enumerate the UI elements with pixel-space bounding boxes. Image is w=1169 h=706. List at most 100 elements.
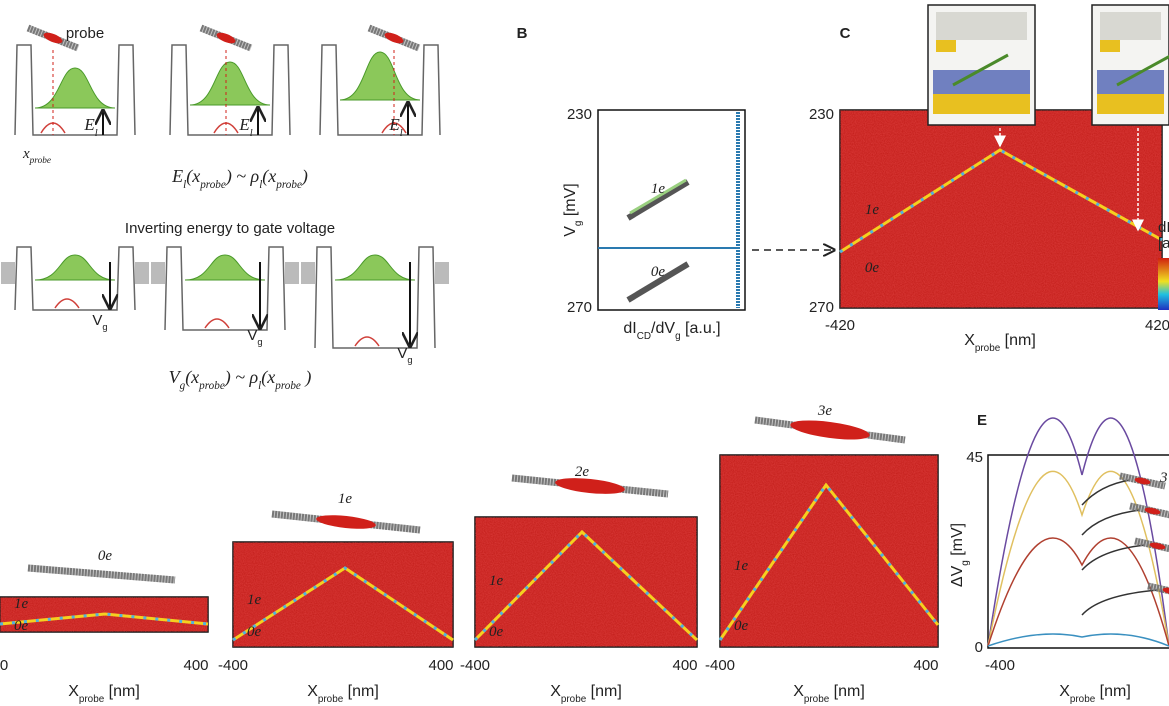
label-part: [nm] [104,683,140,700]
label-part: l [250,128,253,139]
label-part: (x [185,367,199,388]
label: 45 [966,449,983,466]
nanotube [1129,502,1169,519]
transition-line-dots [232,566,454,642]
label: 0e [14,618,29,634]
label: Vg [mV] [562,183,584,237]
label: Xprobe [nm] [68,683,140,705]
device-gold [936,40,956,52]
transition-line-dots [718,482,940,641]
colorbar [1158,258,1169,310]
label: dICD/dVg [a.u.] [623,320,720,342]
color-map-noise [720,455,938,647]
curve-pointer [1081,544,1146,571]
label-part: probe [199,179,226,191]
label: C [840,25,851,42]
label: 1e [865,202,880,218]
electron-density [316,515,376,529]
label: Inverting energy to gate voltage [125,220,335,237]
label-part: V [169,367,182,387]
label-part: [nm] [343,683,379,700]
label: 270 [809,299,834,316]
label-part: E [171,166,183,186]
wavefunction [339,51,421,101]
curve-pointer [1081,509,1141,536]
label: 0 [975,639,983,656]
label-part: CD [637,331,651,342]
device-tube [1116,54,1169,87]
label-part: E [83,115,95,134]
nanotube [1119,472,1166,490]
label-part: probe [318,694,344,705]
label-part: g [102,322,107,332]
label: 3e [817,403,833,419]
label: Vg [92,312,107,332]
label-part: g [675,331,681,342]
label: 0e [98,548,113,564]
color-map-noise [475,517,697,647]
label-part: l [259,179,262,191]
lead-fill [1,262,15,284]
label: 1e [489,573,504,589]
electron-density [555,478,625,494]
label-part: probe [1070,694,1096,705]
label: Vg [247,327,262,347]
device-gold [1097,94,1164,114]
label-part: probe [804,694,830,705]
label-part: probe [79,694,105,705]
label: 400 [183,657,208,674]
label-part: g [407,355,412,365]
wavefunction [184,254,266,281]
device-gold [1100,40,1120,52]
device-block [1100,12,1161,40]
label: ΔVg [mV] [949,523,971,587]
transition-line [0,612,209,626]
label: El(xprobe) ~ ρl(xprobe) [171,166,308,191]
label-part: l [95,128,98,139]
label-part: ) [301,367,312,388]
label-part: [nm] [1095,683,1131,700]
label: 1e [338,491,353,507]
electron-density [1134,477,1151,485]
label: B [517,25,528,42]
electron-density [790,420,870,440]
label: 270 [567,299,592,316]
label: Vg(xprobe) ~ ρl(xprobe ) [169,367,312,392]
label-part: l [183,179,186,191]
label-part: [mV] [562,183,579,220]
label-part: V [562,226,579,237]
label: -400 [705,657,735,674]
delta-curve [987,470,1169,647]
label: 400 [672,657,697,674]
nanotube [271,510,421,534]
label-part: ) [301,166,308,187]
transition-dots [839,148,1163,254]
label: Xprobe [nm] [793,683,865,705]
potential-well [164,246,286,331]
nanotube [1134,537,1169,553]
delta-curve [987,633,1169,647]
label: 3 [1159,470,1168,486]
label: 400 [428,657,453,674]
label: 0e [734,618,749,634]
label: E [977,412,987,429]
label-part: V [247,327,257,344]
electron-density [1149,542,1166,550]
label: probe [66,25,104,42]
nanotube-1e-glow [629,178,687,215]
nanotube-0e [626,261,690,303]
electron-density [384,32,404,44]
label: -420 [825,317,855,334]
label-part: g [960,560,971,566]
label-part: dI [623,320,636,337]
label: 0 [0,657,8,674]
axes-frame [987,454,1169,649]
lead-fill [135,262,149,284]
probe-bump [354,336,380,347]
wavefunction [34,254,116,281]
label-part: E [388,115,400,134]
axes-frame [597,109,746,311]
label: [a [1158,235,1169,252]
label-part: (x [262,166,276,187]
